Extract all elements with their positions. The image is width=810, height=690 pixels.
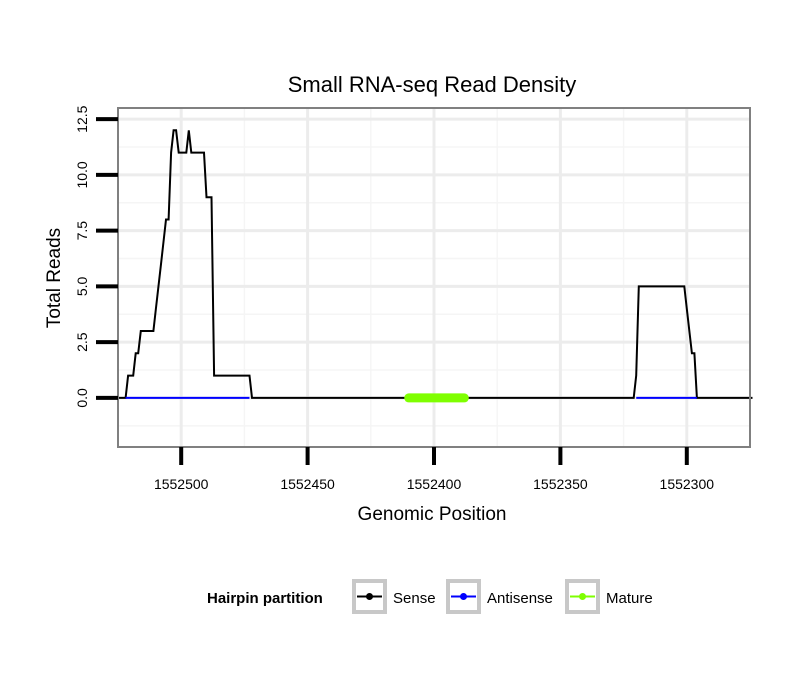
x-tick-label: 1552350 xyxy=(533,476,588,492)
legend: Hairpin partition Sense Antisense Mature xyxy=(207,579,653,614)
legend-label: Mature xyxy=(606,590,653,607)
legend-entry-antisense: Antisense xyxy=(446,579,553,614)
x-tick-label: 1552400 xyxy=(407,476,462,492)
x-tick-label: 1552450 xyxy=(280,476,335,492)
legend-key-point xyxy=(579,593,586,600)
legend-key-point xyxy=(460,593,467,600)
y-tick-label: 7.5 xyxy=(74,221,90,241)
y-tick-label: 12.5 xyxy=(74,105,90,132)
axis-ticks: 0.0 2.5 5.0 7.5 10.0 12.5 1552500 1552450 155240… xyxy=(74,105,714,492)
x-tick-label: 1552300 xyxy=(660,476,715,492)
y-tick-label: 10.0 xyxy=(74,161,90,188)
legend-entry-sense: Sense xyxy=(352,579,436,614)
series-sense-line xyxy=(118,129,753,399)
x-tick-label: 1552500 xyxy=(154,476,209,492)
legend-title: Hairpin partition xyxy=(207,590,323,607)
chart-title: Small RNA-seq Read Density xyxy=(288,72,577,97)
legend-entry-mature: Mature xyxy=(565,579,653,614)
legend-label: Antisense xyxy=(487,590,553,607)
x-axis-label: Genomic Position xyxy=(358,504,507,525)
y-tick-label: 2.5 xyxy=(74,332,90,352)
y-tick-label: 0.0 xyxy=(74,388,90,408)
legend-key-point xyxy=(366,593,373,600)
series-group xyxy=(118,129,753,403)
legend-label: Sense xyxy=(393,590,436,607)
y-tick-label: 5.0 xyxy=(74,276,90,296)
y-axis-label: Total Reads xyxy=(44,228,65,328)
